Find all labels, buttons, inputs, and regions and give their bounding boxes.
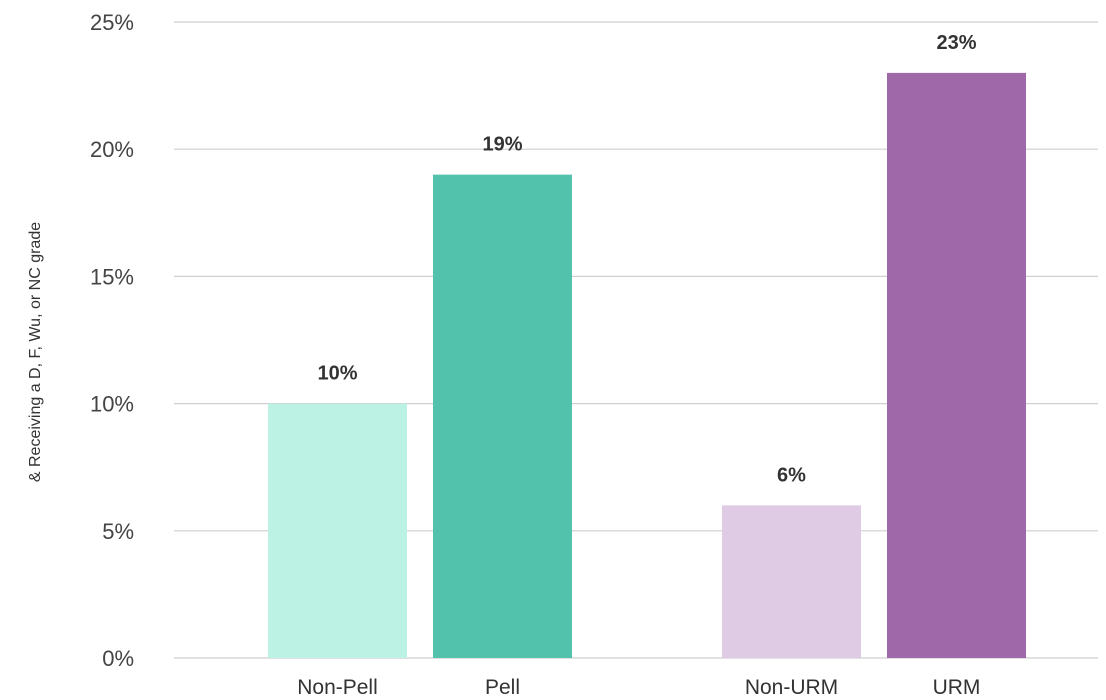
y-tick-label: 5% — [102, 519, 134, 544]
bar-pell — [433, 175, 572, 658]
category-label: Non-Pell — [297, 676, 378, 699]
category-label: URM — [933, 676, 981, 699]
data-label: 6% — [777, 464, 806, 486]
y-tick-label: 15% — [90, 264, 134, 289]
data-labels: 10% 19% 6% 23% — [317, 32, 976, 486]
bar-non-pell — [268, 404, 407, 658]
data-label: 10% — [317, 363, 357, 385]
y-tick-label: 25% — [90, 10, 134, 35]
y-tick-label: 0% — [102, 646, 134, 671]
y-tick-label: 10% — [90, 392, 134, 417]
category-label: Pell — [485, 676, 520, 699]
bar-non-urm — [722, 505, 861, 658]
category-label: Non-URM — [745, 676, 838, 699]
bars — [268, 73, 1026, 658]
x-axis-categories: Non-Pell Pell Non-URM URM — [297, 676, 980, 699]
data-label: 19% — [482, 134, 522, 156]
y-tick-label: 20% — [90, 137, 134, 162]
y-axis-title: & Receiving a D, F, Wu, or NC grade — [27, 222, 44, 482]
y-axis-ticks: 0% 5% 10% 15% 20% 25% — [90, 10, 134, 671]
bar-urm — [887, 73, 1026, 658]
data-label: 23% — [936, 32, 976, 54]
